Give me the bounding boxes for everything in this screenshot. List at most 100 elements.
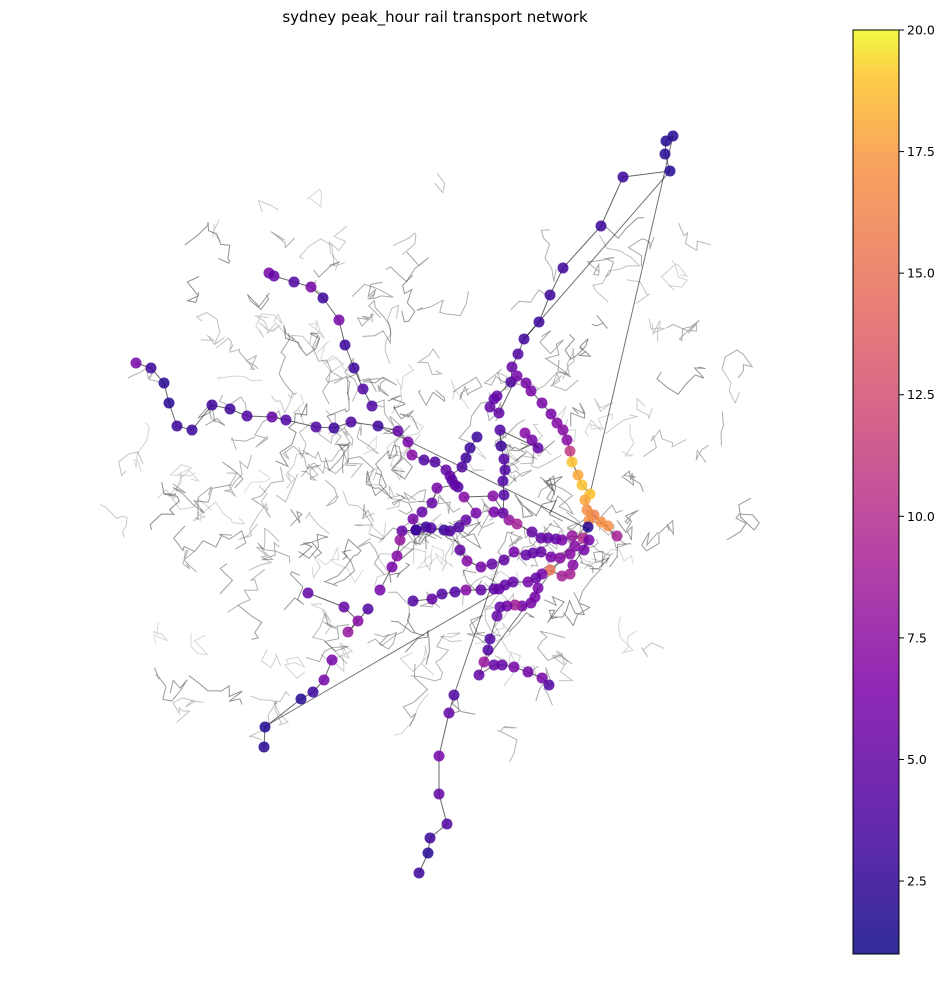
station-marker xyxy=(498,453,510,465)
station-marker xyxy=(478,656,490,668)
station-marker xyxy=(545,408,557,420)
road-segment xyxy=(417,389,446,407)
station-marker xyxy=(342,626,354,638)
road-segment xyxy=(270,231,296,249)
road-segment xyxy=(577,541,614,568)
road-segment xyxy=(386,413,425,458)
station-marker xyxy=(345,416,357,428)
chart-title: sydney peak_hour rail transport network xyxy=(282,8,588,27)
road-segment xyxy=(312,334,344,405)
station-marker xyxy=(572,469,584,481)
road-segment xyxy=(616,509,639,541)
road-segment xyxy=(275,403,308,468)
road-segment xyxy=(640,642,665,658)
road-segment xyxy=(514,493,563,522)
station-marker xyxy=(307,686,319,698)
road-segment xyxy=(173,525,223,553)
road-segment xyxy=(323,430,350,475)
station-marker xyxy=(186,424,198,436)
station-marker xyxy=(158,377,170,389)
road-segment xyxy=(390,613,425,637)
colorbar-tick-label: 17.5 xyxy=(907,144,935,159)
station-marker xyxy=(171,420,183,432)
colorbar-tick-label: 5.0 xyxy=(907,752,927,767)
road-segment xyxy=(313,261,341,278)
road-segment xyxy=(721,349,754,379)
road-segment xyxy=(604,217,645,240)
station-marker xyxy=(561,434,573,446)
road-segment xyxy=(551,650,574,682)
rail-link xyxy=(307,592,345,608)
road-segment xyxy=(399,547,433,572)
road-segment xyxy=(399,645,435,676)
station-marker xyxy=(578,544,590,556)
road-segment xyxy=(402,663,429,727)
colorbar-tick-label: 2.5 xyxy=(907,874,927,889)
road-segment xyxy=(636,397,653,420)
station-marker xyxy=(518,333,530,345)
road-segment xyxy=(127,367,161,383)
station-marker xyxy=(424,832,436,844)
station-marker xyxy=(413,867,425,879)
station-marker xyxy=(482,644,494,656)
road-segment xyxy=(100,504,128,538)
road-segment xyxy=(278,333,294,395)
road-segment xyxy=(290,509,303,527)
station-marker xyxy=(429,456,441,468)
road-segment xyxy=(328,225,348,271)
rail-link xyxy=(562,225,602,269)
road-segment xyxy=(520,451,562,469)
station-marker xyxy=(348,362,360,374)
road-segment xyxy=(243,469,272,494)
station-marker xyxy=(426,593,438,605)
road-segment xyxy=(392,406,419,431)
station-marker xyxy=(471,431,483,443)
road-segment xyxy=(497,726,518,762)
road-segment xyxy=(387,395,406,409)
station-marker xyxy=(488,506,500,518)
station-marker xyxy=(259,721,271,733)
road-segment xyxy=(311,603,332,623)
station-marker xyxy=(567,559,579,571)
road-segment xyxy=(254,409,283,448)
road-segment xyxy=(539,475,563,496)
station-marker xyxy=(407,595,419,607)
station-marker xyxy=(145,362,157,374)
road-segment xyxy=(271,392,298,414)
station-marker xyxy=(410,524,422,536)
road-segment xyxy=(326,391,351,427)
road-segment xyxy=(586,257,615,277)
road-segment xyxy=(250,695,290,726)
station-marker xyxy=(473,669,485,681)
road-segment xyxy=(357,537,386,576)
station-marker xyxy=(545,551,557,563)
road-segment xyxy=(545,475,557,503)
road-segment xyxy=(307,319,325,340)
station-marker xyxy=(526,526,538,538)
road-segment xyxy=(237,604,263,640)
road-segment xyxy=(617,616,638,654)
road-segment xyxy=(311,551,321,580)
road-segment xyxy=(261,648,282,669)
station-marker xyxy=(566,530,578,542)
road-segment xyxy=(648,318,665,342)
station-marker xyxy=(366,400,378,412)
station-marker xyxy=(333,314,345,326)
station-marker xyxy=(305,281,317,293)
road-segment xyxy=(365,470,393,499)
road-segment xyxy=(416,291,469,317)
station-marker xyxy=(436,588,448,600)
road-segment xyxy=(363,376,397,397)
colorbar-tick-label: 12.5 xyxy=(907,387,935,402)
station-marker xyxy=(494,424,506,436)
road-segment xyxy=(526,347,575,391)
station-marker xyxy=(224,403,236,415)
station-marker xyxy=(444,470,456,482)
station-marker xyxy=(431,482,443,494)
road-segment xyxy=(298,541,313,559)
road-segment xyxy=(367,281,383,300)
road-segment xyxy=(497,443,519,462)
road-segment xyxy=(592,234,641,303)
road-segment xyxy=(591,314,608,329)
